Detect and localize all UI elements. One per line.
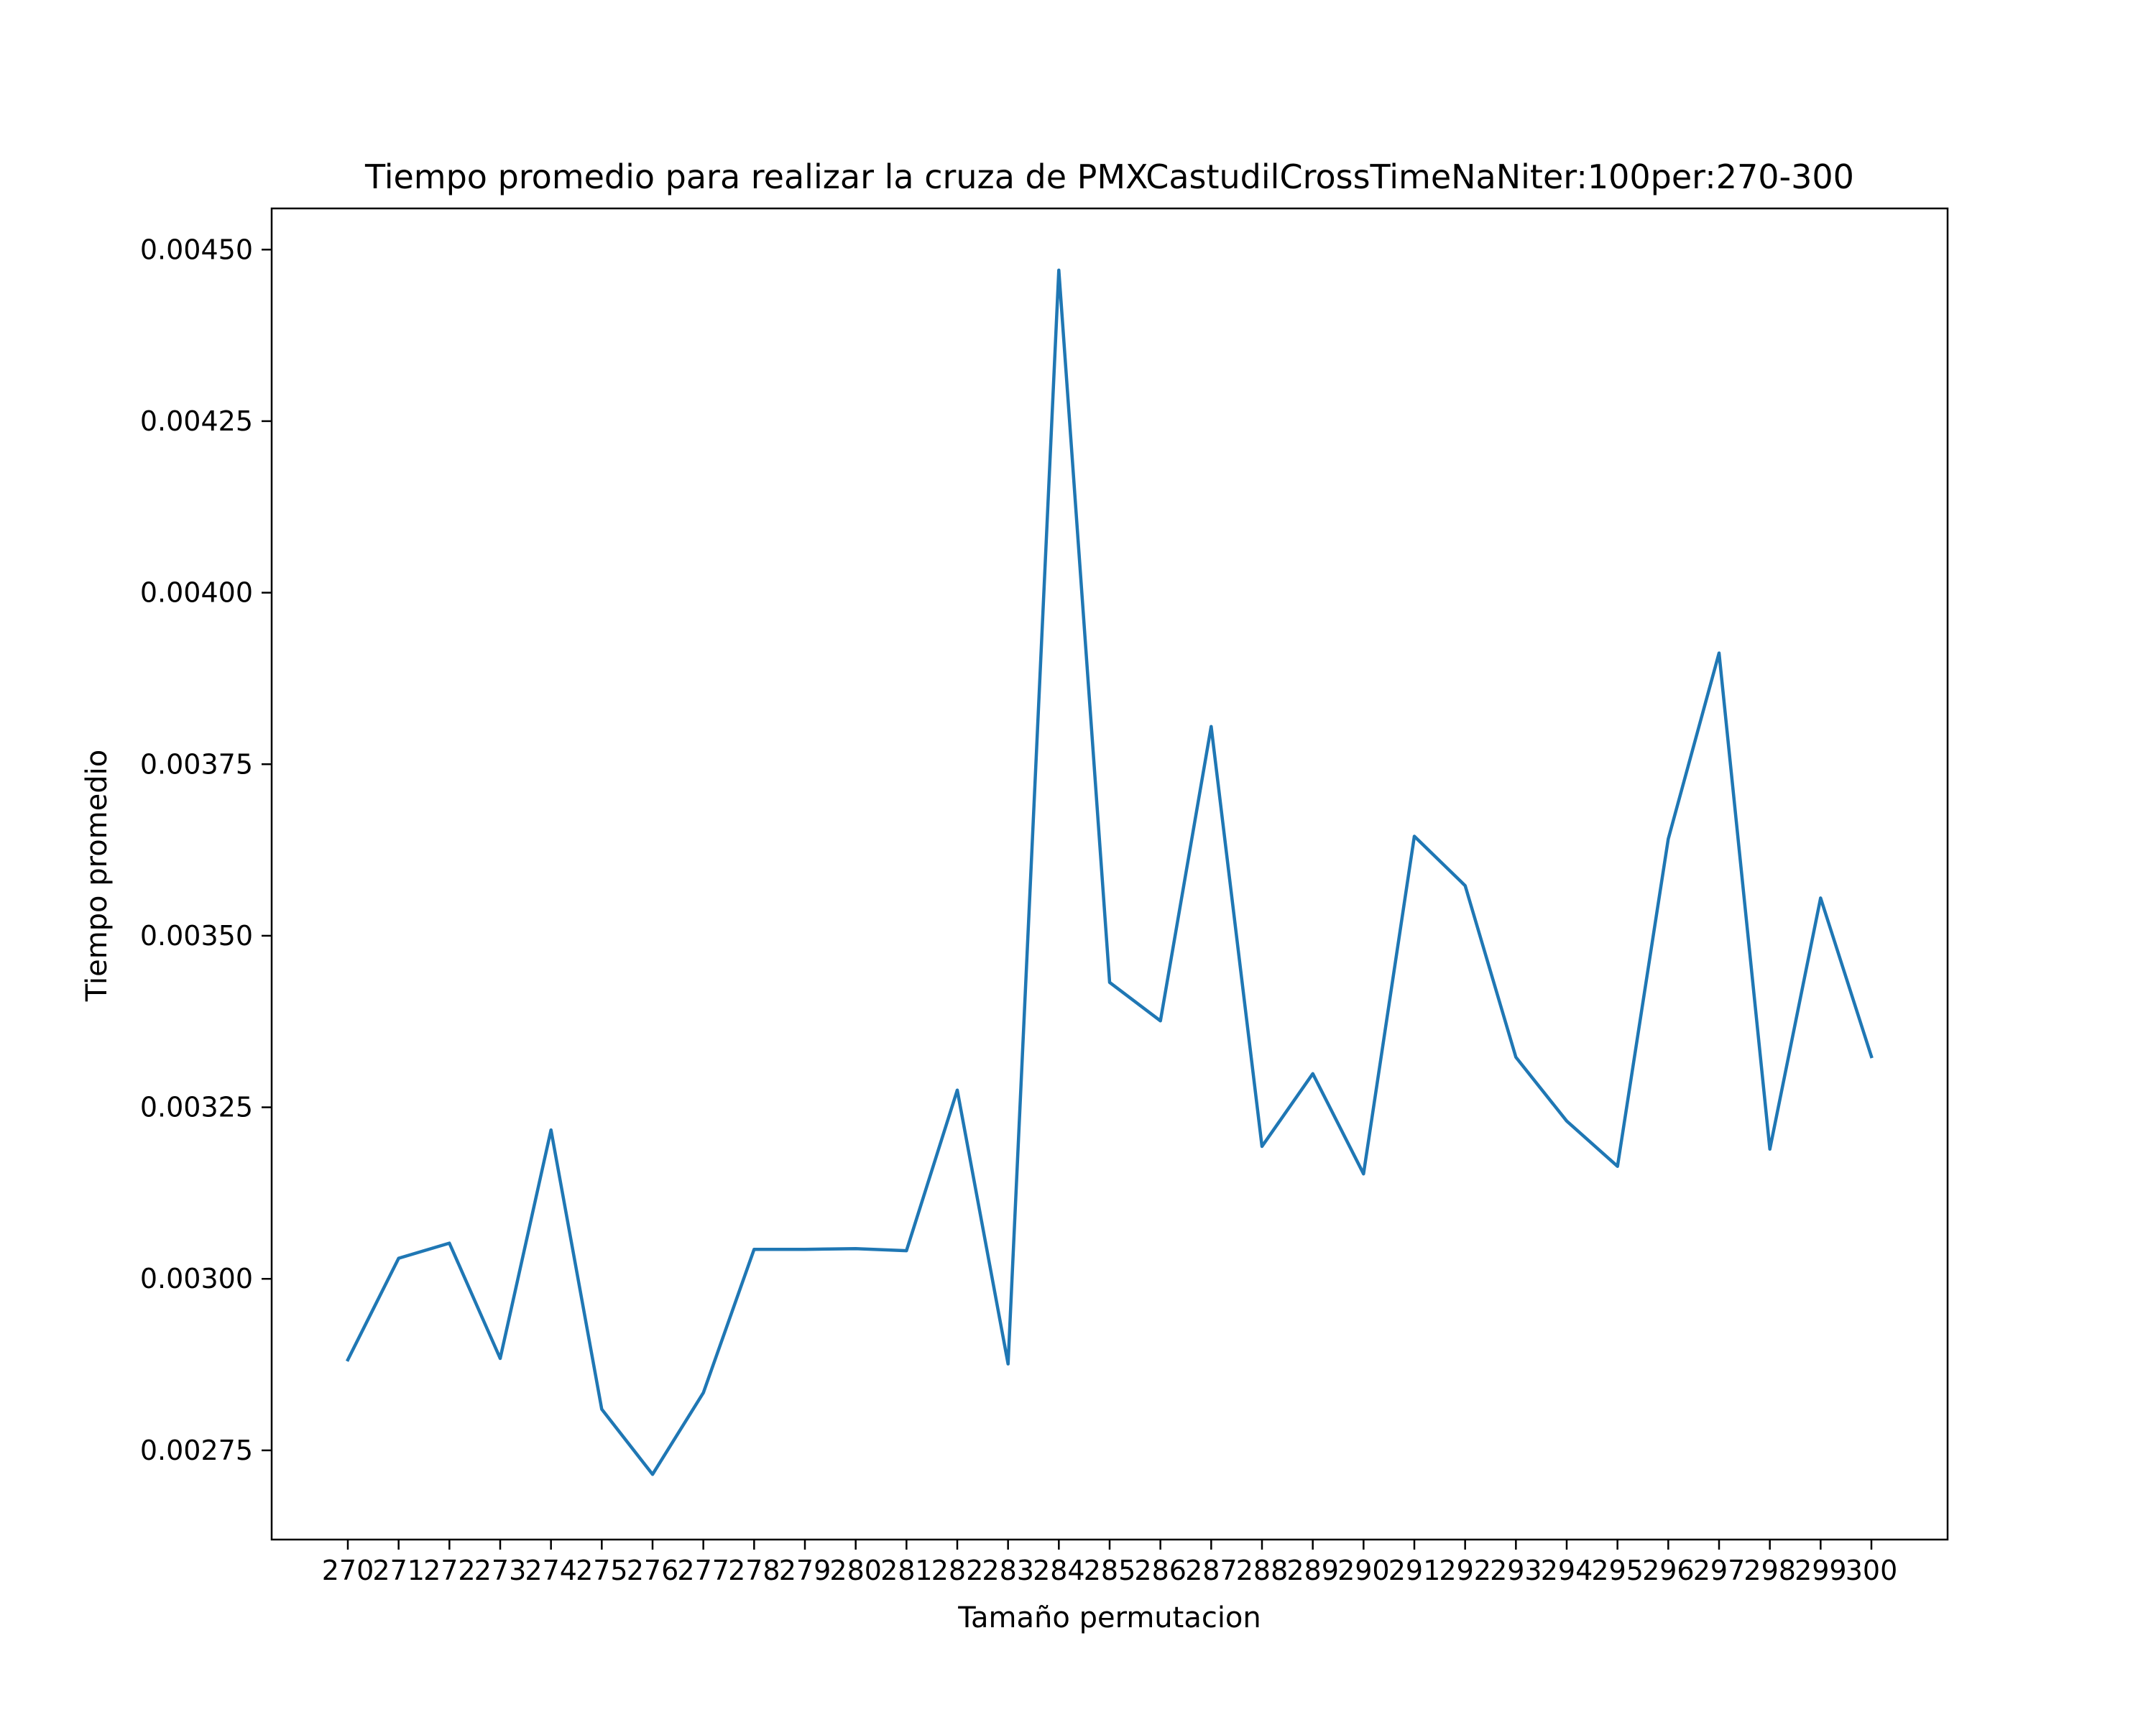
y-tick-label: 0.00275 xyxy=(140,1435,253,1466)
x-tick-label: 278 xyxy=(728,1555,780,1586)
x-tick-label: 293 xyxy=(1490,1555,1542,1586)
series-line xyxy=(345,268,1874,1476)
y-tick-label: 0.00325 xyxy=(140,1092,253,1123)
x-tick-label: 288 xyxy=(1236,1555,1289,1586)
x-tick-label: 296 xyxy=(1642,1555,1695,1586)
x-tick-label: 285 xyxy=(1084,1555,1136,1586)
x-tick-label: 287 xyxy=(1185,1555,1238,1586)
x-axis-label: Tamaño permutacion xyxy=(957,1601,1261,1634)
x-tick-label: 275 xyxy=(576,1555,628,1586)
y-axis-label: Tiempo promedio xyxy=(80,750,114,1002)
x-tick-label: 290 xyxy=(1337,1555,1390,1586)
x-tick-label: 283 xyxy=(982,1555,1034,1586)
x-tick-label: 297 xyxy=(1693,1555,1746,1586)
x-tick-label: 281 xyxy=(880,1555,933,1586)
x-axis: 2702712722732742752762772782792802812822… xyxy=(322,1540,1898,1586)
x-tick-label: 271 xyxy=(372,1555,425,1586)
y-tick-label: 0.00400 xyxy=(140,577,253,609)
x-tick-label: 279 xyxy=(779,1555,831,1586)
x-tick-label: 277 xyxy=(677,1555,729,1586)
x-tick-label: 300 xyxy=(1846,1555,1898,1586)
x-tick-label: 270 xyxy=(322,1555,374,1586)
x-tick-label: 294 xyxy=(1541,1555,1593,1586)
x-tick-label: 291 xyxy=(1388,1555,1441,1586)
y-tick-label: 0.00300 xyxy=(140,1263,253,1294)
x-tick-label: 286 xyxy=(1134,1555,1187,1586)
y-tick-label: 0.00425 xyxy=(140,405,253,437)
x-tick-label: 282 xyxy=(931,1555,984,1586)
x-tick-label: 274 xyxy=(525,1555,577,1586)
x-tick-label: 273 xyxy=(474,1555,527,1586)
y-tick-label: 0.00350 xyxy=(140,920,253,952)
x-tick-label: 299 xyxy=(1795,1555,1847,1586)
x-tick-label: 298 xyxy=(1743,1555,1796,1586)
x-tick-label: 276 xyxy=(627,1555,679,1586)
x-tick-label: 292 xyxy=(1439,1555,1491,1586)
chart-title: Tiempo promedio para realizar la cruza d… xyxy=(364,157,1854,196)
x-tick-label: 280 xyxy=(829,1555,882,1586)
y-tick-label: 0.00375 xyxy=(140,748,253,780)
y-axis: 0.00275 0.00300 0.00325 0.00350 0.00375 0.004… xyxy=(140,234,272,1466)
x-tick-label: 295 xyxy=(1591,1555,1644,1586)
x-tick-label: 272 xyxy=(423,1555,476,1586)
x-tick-label: 289 xyxy=(1286,1555,1339,1586)
x-tick-label: 284 xyxy=(1033,1555,1085,1586)
y-tick-label: 0.00450 xyxy=(140,234,253,265)
